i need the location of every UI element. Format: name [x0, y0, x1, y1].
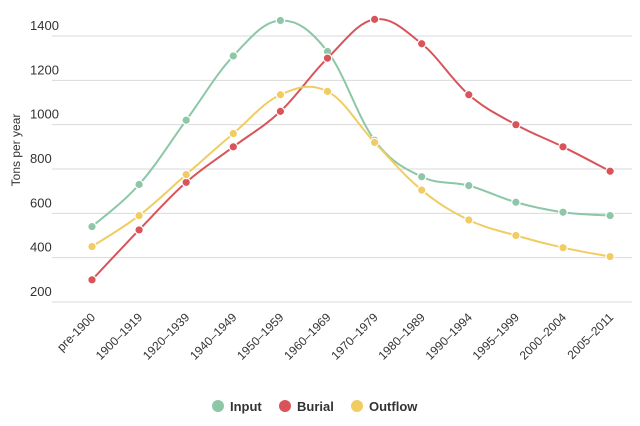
data-point-outflow: [228, 128, 239, 139]
y-tick-label: 800: [30, 151, 52, 166]
series-line-outflow: [91, 85, 611, 258]
legend-item-burial: Burial: [279, 399, 334, 414]
legend-item-outflow: Outflow: [351, 399, 418, 414]
legend-item-input: Input: [212, 399, 262, 414]
y-tick-label: 400: [30, 240, 52, 255]
data-point-outflow: [275, 89, 286, 100]
data-point-outflow: [605, 251, 615, 262]
x-tick-label: 1900–1919: [93, 310, 146, 363]
x-tick-label: 1950–1959: [234, 310, 287, 363]
y-tick-label: 200: [30, 284, 52, 299]
series-burial: [87, 14, 615, 285]
series-input: [87, 15, 615, 232]
y-axis-label: Tons per year: [9, 114, 23, 187]
data-point-outflow: [463, 215, 474, 225]
legend-marker: [279, 400, 291, 412]
grid: [52, 35, 632, 303]
data-point-outflow: [134, 210, 144, 221]
data-point-burial: [322, 53, 333, 63]
data-point-outflow: [181, 169, 191, 180]
data-point-burial: [558, 142, 568, 152]
y-tick-label: 1200: [30, 62, 59, 77]
data-point-input: [275, 15, 286, 26]
x-tick-label: 1995–1999: [470, 310, 523, 363]
x-tick-label: 1960–1969: [281, 310, 334, 363]
legend-marker: [351, 400, 363, 412]
data-point-burial: [134, 225, 144, 235]
x-tick-label: 1940–1949: [187, 310, 240, 363]
data-point-input: [511, 197, 521, 208]
series-line-input: [91, 19, 611, 228]
data-point-burial: [181, 177, 191, 188]
y-tick-label: 600: [30, 195, 52, 210]
y-tick-label: 1400: [30, 18, 59, 33]
x-tick-label: 1970–1979: [328, 310, 381, 363]
x-tick-label: 1980–1989: [375, 310, 428, 363]
data-point-burial: [369, 14, 380, 25]
legend: Input Burial Outflow: [212, 399, 418, 414]
data-point-outflow: [87, 241, 97, 252]
data-point-input: [181, 115, 191, 126]
legend-label: Input: [230, 399, 262, 414]
data-point-outflow: [558, 242, 568, 253]
legend-label: Burial: [297, 399, 334, 414]
data-point-input: [605, 210, 615, 221]
x-tick-label: 2005–2011: [564, 310, 616, 362]
data-point-outflow: [416, 185, 427, 195]
y-axis-ticks: 200 400 600 800 1000 1200 1400: [30, 18, 59, 299]
data-point-input: [228, 51, 239, 61]
x-axis-ticks: pre-19001900–19191920–19391940–19491950–…: [54, 310, 616, 363]
data-point-input: [416, 171, 427, 182]
data-point-burial: [228, 142, 239, 152]
data-point-burial: [463, 89, 474, 100]
series-outflow: [87, 85, 615, 262]
data-point-input: [87, 221, 97, 232]
data-point-input: [558, 207, 568, 218]
data-point-burial: [87, 275, 97, 285]
legend-label: Outflow: [369, 399, 418, 414]
x-tick-label: 1990–1994: [423, 310, 476, 363]
data-point-outflow: [511, 230, 521, 241]
data-point-input: [134, 179, 144, 190]
data-point-burial: [605, 166, 615, 177]
x-tick-label: 2000–2004: [517, 310, 570, 363]
data-point-outflow: [322, 86, 333, 97]
legend-marker: [212, 400, 224, 412]
x-tick-label: 1920–1939: [140, 310, 193, 363]
series-group: [87, 14, 615, 285]
x-tick-label: pre-1900: [54, 310, 98, 354]
data-point-burial: [511, 119, 521, 130]
data-point-outflow: [369, 137, 380, 148]
data-point-input: [463, 180, 474, 191]
data-point-burial: [275, 106, 286, 117]
data-point-burial: [416, 38, 427, 49]
y-tick-label: 1000: [30, 107, 59, 122]
